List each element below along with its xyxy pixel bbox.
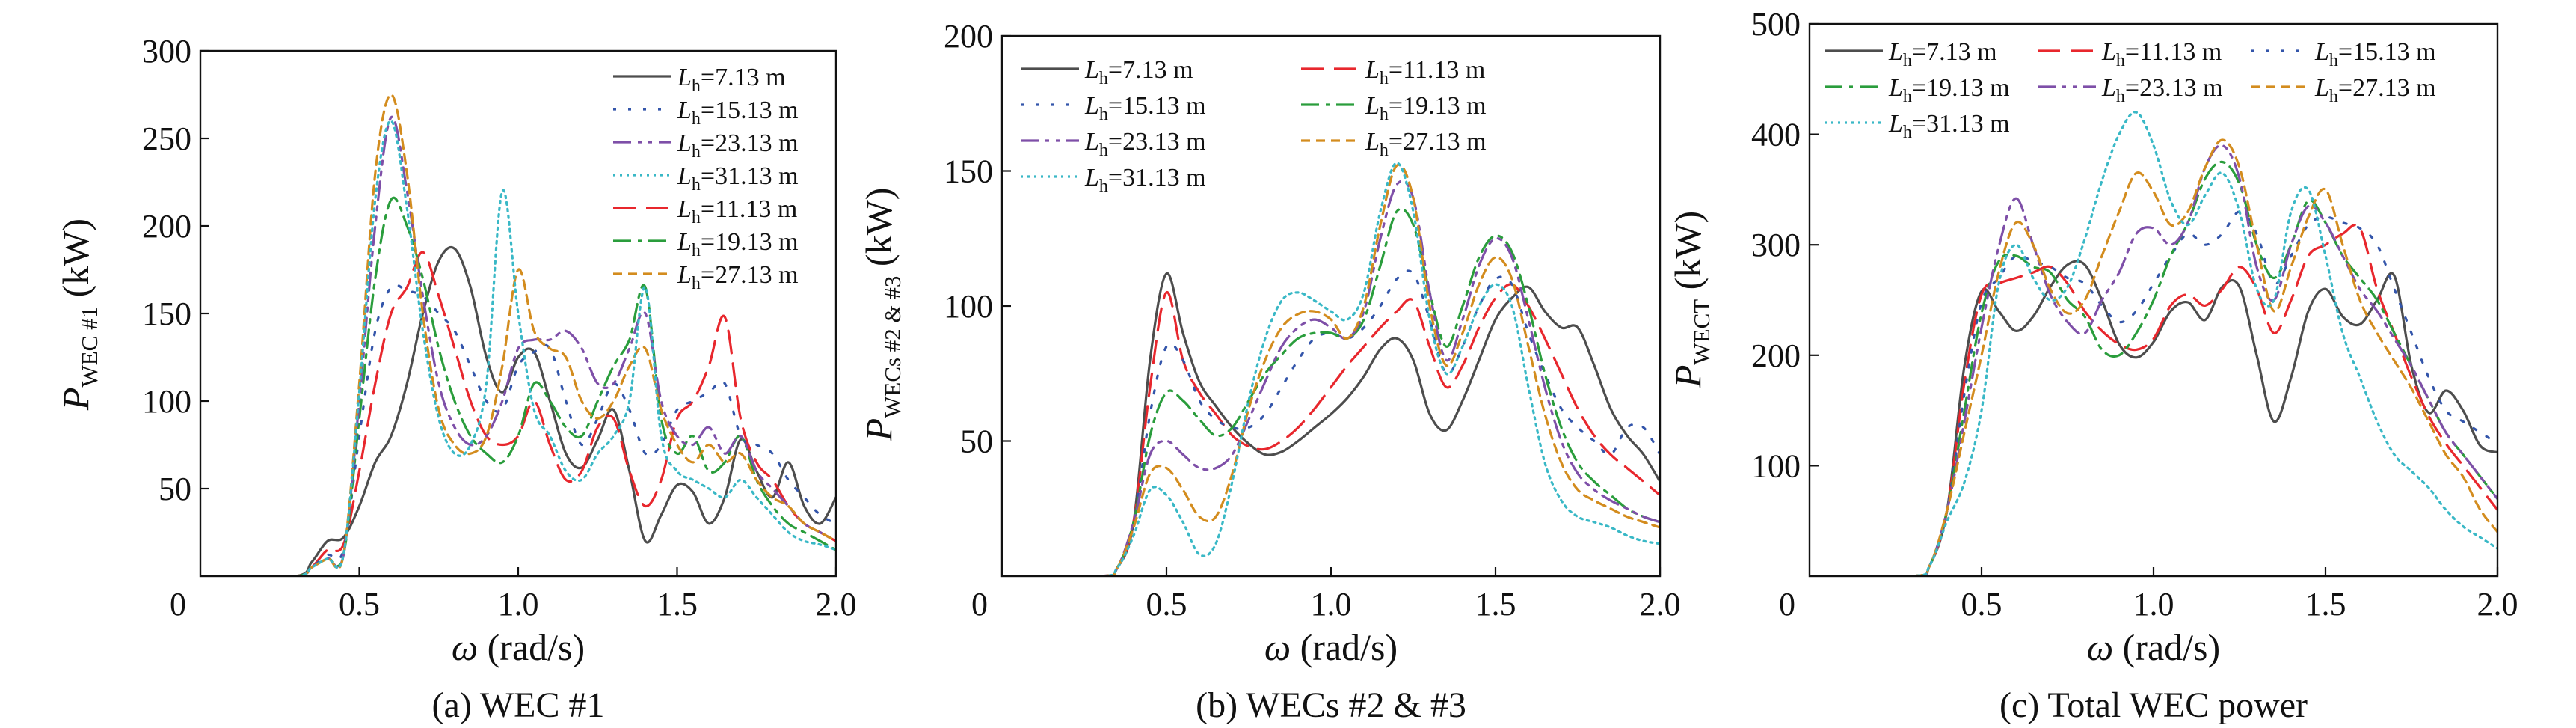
- legend: Lh=7.13 mLh=15.13 mLh=23.13 mLh=31.13 mL…: [613, 64, 799, 293]
- legend-label-l11: Lh=11.13 m: [1365, 56, 1485, 88]
- legend-label-l23: Lh=23.13 m: [677, 129, 799, 162]
- series-group: [1810, 111, 2497, 576]
- legend-label-l19: Lh=19.13 m: [1888, 74, 2010, 106]
- series-line-l31: [215, 120, 836, 576]
- y-tick-label: 200: [142, 208, 191, 245]
- legend-label-l23: Lh=23.13 m: [2101, 74, 2223, 106]
- series-line-l7: [1002, 272, 1660, 576]
- panel-caption: (c) Total WEC power: [1999, 685, 2308, 725]
- legend-label-l15: Lh=15.13 m: [1084, 92, 1206, 124]
- y-tick-label: 200: [1751, 337, 1801, 374]
- x-tick-label: 1.0: [1311, 586, 1352, 623]
- x-tick-label: 0.5: [1961, 586, 2002, 623]
- chart-panel-2: 0.5 1.0 1.5 2.0 0 50 100 150 200 ω (rad/s) PWECs #…: [858, 18, 1681, 725]
- y-tick-label: 100: [1751, 447, 1801, 484]
- y-tick-label: 400: [1751, 117, 1801, 153]
- series-line-l27: [1810, 138, 2497, 576]
- legend-label-l23: Lh=23.13 m: [1084, 128, 1206, 160]
- series-line-l23: [1002, 180, 1660, 576]
- legend-label-l27: Lh=27.13 m: [2314, 74, 2436, 106]
- y-tick-label: 300: [1751, 227, 1801, 263]
- legend-label-l7: Lh=7.13 m: [1084, 56, 1193, 88]
- legend-label-l27: Lh=27.13 m: [1365, 128, 1487, 160]
- x-tick-label: 1.5: [2305, 586, 2346, 623]
- x-tick-label: 1.5: [1475, 586, 1516, 623]
- series-group: [1002, 162, 1660, 576]
- y-tick-label: 100: [142, 383, 191, 420]
- origin-label: 0: [1779, 586, 1795, 623]
- y-tick-label: 300: [142, 33, 191, 70]
- y-tick-label: 100: [944, 288, 993, 325]
- series-line-l27: [215, 93, 836, 576]
- x-tick-label: 2.0: [1640, 586, 1681, 623]
- legend: Lh=7.13 m Lh=11.13 m Lh=15.13 m Lh=19.13 m L…: [1021, 56, 1487, 196]
- legend-label-l7: Lh=7.13 m: [677, 64, 786, 96]
- legend-label-l7: Lh=7.13 m: [1888, 38, 1997, 70]
- y-tick-label: 150: [944, 153, 993, 190]
- legend-label-l19: Lh=19.13 m: [1365, 92, 1487, 124]
- legend-label-l11: Lh=11.13 m: [2101, 38, 2222, 70]
- series-line-l15: [1002, 269, 1660, 576]
- series-line-l27: [1002, 163, 1660, 576]
- x-axis-label: ω (rad/s): [452, 626, 585, 668]
- series-line-l31: [1810, 111, 2497, 576]
- y-tick-label: 250: [142, 120, 191, 157]
- x-tick-label: 2.0: [2477, 586, 2518, 623]
- origin-label: 0: [170, 586, 186, 623]
- chart-panel-3: 0.5 1.0 1.5 2.0 0 100 200 300 400 500 ω (rad/s) PWE…: [1667, 6, 2518, 725]
- series-line-l19: [1810, 160, 2497, 576]
- x-axis-label: ω (rad/s): [1264, 626, 1398, 668]
- panel-caption: (a) WEC #1: [431, 685, 604, 725]
- legend-label-l15: Lh=15.13 m: [677, 97, 799, 129]
- panel-caption: (b) WECs #2 & #3: [1196, 685, 1466, 725]
- y-tick-label: 50: [960, 423, 993, 460]
- y-tick-label: 50: [159, 471, 191, 507]
- series-line-l7: [215, 245, 836, 576]
- series-line-l19: [215, 196, 836, 576]
- series-line-l7: [1810, 260, 2497, 576]
- series-line-l11: [1002, 283, 1660, 576]
- legend-label-l11: Lh=11.13 m: [677, 195, 797, 227]
- series-line-l31: [1002, 162, 1660, 576]
- x-tick-label: 2.0: [816, 586, 857, 623]
- y-axis-label: PWECT (kW): [1667, 211, 1715, 388]
- legend-label-l15: Lh=15.13 m: [2314, 38, 2436, 70]
- series-group: [215, 93, 836, 576]
- series-line-l15: [1810, 210, 2497, 576]
- x-tick-label: 1.5: [657, 586, 698, 623]
- y-tick-label: 500: [1751, 6, 1801, 43]
- x-tick-label: 0.5: [339, 586, 380, 623]
- chart-panel-1: 0.5 1.0 1.5 2.0 0 50 100 150 200 250 300 ω (rad/s) P…: [55, 33, 857, 725]
- series-line-l19: [1002, 207, 1660, 576]
- legend-label-l31: Lh=31.13 m: [677, 162, 799, 195]
- y-axis-label: PWEC #1 (kW): [55, 218, 102, 411]
- legend-label-l19: Lh=19.13 m: [677, 228, 799, 260]
- legend-label-l31: Lh=31.13 m: [1888, 110, 2010, 142]
- series-line-l11: [215, 251, 836, 576]
- x-tick-label: 1.0: [498, 586, 539, 623]
- x-tick-label: 0.5: [1146, 586, 1187, 623]
- legend-label-l27: Lh=27.13 m: [677, 261, 799, 293]
- y-tick-label: 200: [944, 18, 993, 55]
- legend-label-l31: Lh=31.13 m: [1084, 164, 1206, 196]
- x-axis-label: ω (rad/s): [2087, 626, 2220, 668]
- legend: Lh=7.13 m Lh=11.13 m Lh=15.13 m Lh=19.13 m L…: [1825, 38, 2436, 142]
- y-tick-label: 150: [142, 296, 191, 332]
- origin-label: 0: [971, 586, 988, 623]
- y-axis-label: PWECs #2 & #3 (kW): [858, 188, 906, 442]
- x-tick-label: 1.0: [2133, 586, 2174, 623]
